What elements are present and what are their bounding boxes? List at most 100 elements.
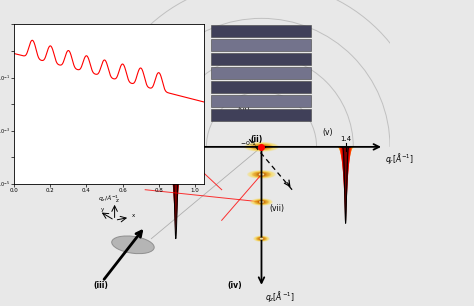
- Polygon shape: [165, 147, 186, 161]
- Polygon shape: [169, 147, 182, 200]
- Polygon shape: [166, 147, 185, 172]
- Ellipse shape: [257, 237, 266, 240]
- Polygon shape: [168, 147, 183, 190]
- Bar: [210, 81, 311, 93]
- Ellipse shape: [256, 237, 266, 240]
- Bar: [210, 53, 311, 65]
- Polygon shape: [342, 147, 349, 204]
- Polygon shape: [340, 147, 351, 176]
- Ellipse shape: [259, 174, 264, 175]
- Polygon shape: [171, 147, 181, 220]
- Polygon shape: [339, 147, 353, 159]
- Ellipse shape: [258, 174, 265, 175]
- Ellipse shape: [256, 237, 267, 241]
- Ellipse shape: [252, 199, 271, 205]
- Polygon shape: [170, 147, 182, 209]
- Polygon shape: [167, 147, 185, 174]
- Ellipse shape: [250, 144, 273, 150]
- Ellipse shape: [251, 172, 272, 177]
- Ellipse shape: [249, 171, 274, 178]
- Polygon shape: [171, 147, 181, 218]
- Polygon shape: [343, 147, 348, 210]
- Polygon shape: [338, 147, 353, 156]
- Polygon shape: [173, 147, 179, 236]
- Ellipse shape: [250, 171, 273, 177]
- Ellipse shape: [252, 172, 271, 177]
- Polygon shape: [164, 147, 187, 149]
- Polygon shape: [339, 147, 352, 164]
- Ellipse shape: [260, 238, 263, 239]
- Bar: [210, 39, 311, 51]
- Ellipse shape: [259, 146, 264, 147]
- Polygon shape: [172, 147, 180, 225]
- Polygon shape: [166, 147, 185, 170]
- Polygon shape: [167, 147, 184, 184]
- Ellipse shape: [112, 236, 154, 254]
- Bar: [210, 25, 311, 38]
- Ellipse shape: [254, 236, 269, 241]
- Polygon shape: [339, 147, 352, 166]
- Polygon shape: [338, 147, 353, 149]
- Polygon shape: [342, 147, 350, 196]
- Ellipse shape: [260, 238, 264, 239]
- X-axis label: $q_z/\AA^{-1}$: $q_z/\AA^{-1}$: [98, 194, 120, 204]
- Bar: [210, 95, 311, 107]
- Polygon shape: [167, 147, 184, 181]
- Polygon shape: [338, 147, 353, 151]
- Polygon shape: [342, 147, 349, 206]
- Polygon shape: [170, 147, 182, 204]
- Polygon shape: [338, 147, 353, 153]
- Ellipse shape: [255, 200, 269, 204]
- Ellipse shape: [251, 199, 272, 205]
- Polygon shape: [342, 147, 349, 202]
- Polygon shape: [341, 147, 350, 187]
- Polygon shape: [340, 147, 352, 172]
- Polygon shape: [342, 147, 349, 199]
- Ellipse shape: [260, 238, 263, 239]
- Polygon shape: [340, 147, 351, 179]
- Polygon shape: [166, 147, 186, 168]
- Polygon shape: [340, 147, 351, 174]
- Polygon shape: [164, 147, 187, 151]
- Ellipse shape: [255, 145, 268, 149]
- Polygon shape: [343, 147, 348, 216]
- Polygon shape: [343, 147, 348, 212]
- Polygon shape: [167, 147, 185, 177]
- Polygon shape: [341, 147, 350, 193]
- Polygon shape: [172, 147, 180, 222]
- Ellipse shape: [260, 201, 263, 203]
- Polygon shape: [168, 147, 183, 193]
- Polygon shape: [339, 147, 352, 170]
- Polygon shape: [172, 147, 180, 230]
- Polygon shape: [171, 147, 181, 216]
- Polygon shape: [339, 147, 352, 168]
- Ellipse shape: [259, 238, 264, 240]
- Text: (i): (i): [136, 48, 146, 57]
- Ellipse shape: [249, 144, 274, 150]
- Polygon shape: [166, 147, 186, 165]
- Polygon shape: [341, 147, 351, 185]
- Ellipse shape: [258, 201, 265, 203]
- Ellipse shape: [259, 146, 264, 147]
- Polygon shape: [339, 147, 352, 160]
- Ellipse shape: [253, 145, 270, 149]
- Bar: [210, 109, 311, 121]
- Text: $q_r[\AA^{-1}]$: $q_r[\AA^{-1}]$: [385, 151, 414, 166]
- Polygon shape: [341, 147, 350, 191]
- Text: (iv): (iv): [228, 281, 242, 290]
- Ellipse shape: [248, 171, 275, 178]
- Text: (iii): (iii): [93, 281, 108, 290]
- Polygon shape: [338, 147, 353, 155]
- Polygon shape: [168, 147, 184, 188]
- Polygon shape: [165, 147, 186, 159]
- Ellipse shape: [258, 237, 265, 240]
- Polygon shape: [342, 147, 349, 200]
- Polygon shape: [173, 147, 179, 234]
- Ellipse shape: [255, 200, 268, 204]
- Ellipse shape: [257, 146, 266, 148]
- Ellipse shape: [257, 173, 266, 176]
- Polygon shape: [344, 147, 347, 220]
- Ellipse shape: [253, 200, 270, 204]
- Text: (ii): (ii): [251, 135, 263, 144]
- Polygon shape: [170, 147, 182, 211]
